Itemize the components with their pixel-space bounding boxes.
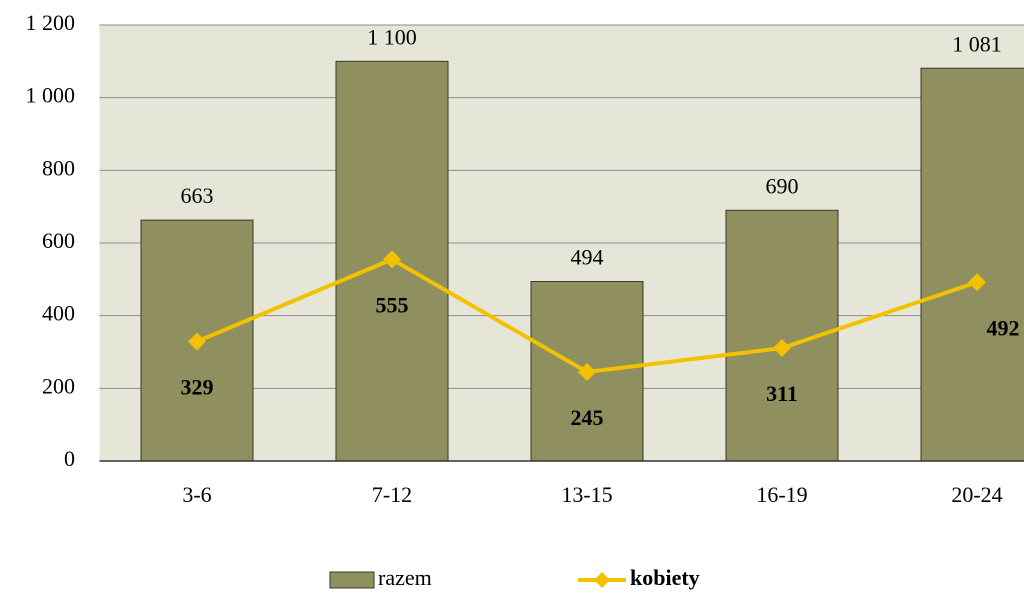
line-value-label: 329 (181, 375, 214, 400)
legend-marker (594, 572, 610, 588)
bar-value-label: 1 100 (367, 24, 417, 49)
x-tick-label: 13-15 (561, 482, 612, 507)
bar-value-label: 1 081 (952, 31, 1002, 56)
legend-label: kobiety (630, 565, 700, 590)
line-value-label: 311 (766, 381, 798, 406)
x-tick-label: 3-6 (182, 482, 211, 507)
y-tick-label: 1 000 (26, 83, 76, 108)
x-tick-label: 16-19 (756, 482, 807, 507)
bar (920, 67, 1024, 462)
line-marker (578, 362, 596, 381)
legend-label: razem (378, 565, 432, 590)
y-tick-label: 200 (42, 373, 75, 398)
line-value-label: 245 (571, 405, 604, 430)
line-value-label: 555 (376, 292, 409, 317)
line-value-label: 492 (987, 315, 1020, 340)
x-tick-label: 20-24 (951, 482, 1002, 507)
x-tick-label: 7-12 (372, 482, 412, 507)
y-tick-label: 600 (42, 228, 75, 253)
y-tick-label: 0 (64, 446, 75, 471)
line-marker (773, 339, 791, 358)
line-marker (188, 332, 206, 351)
y-tick-label: 1 200 (26, 10, 76, 35)
legend-swatch (329, 571, 375, 589)
line-marker (383, 250, 401, 269)
bar-value-label: 494 (571, 245, 604, 270)
bar-value-label: 663 (181, 183, 214, 208)
line-marker (968, 273, 986, 292)
y-tick-label: 400 (42, 301, 75, 326)
y-tick-label: 800 (42, 155, 75, 180)
bar-value-label: 690 (766, 173, 799, 198)
